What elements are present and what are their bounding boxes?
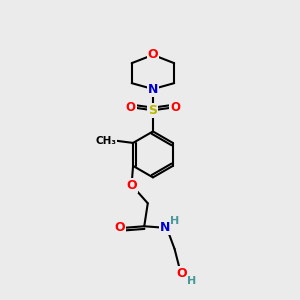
Text: CH₃: CH₃ (95, 136, 116, 146)
Text: O: O (126, 101, 136, 114)
Text: N: N (148, 82, 158, 95)
Text: O: O (170, 101, 180, 114)
Text: O: O (148, 48, 158, 62)
Text: O: O (176, 267, 187, 280)
Text: N: N (160, 221, 171, 234)
Text: H: H (170, 216, 179, 226)
Text: O: O (115, 221, 125, 234)
Text: O: O (126, 178, 137, 191)
Text: H: H (187, 276, 196, 286)
Text: S: S (148, 104, 158, 117)
